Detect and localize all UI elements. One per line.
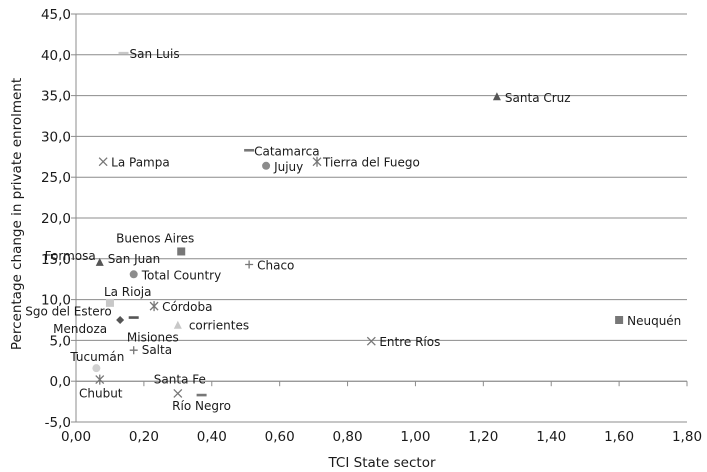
data-point-buenos-aires [177, 247, 186, 256]
x-tick-label: 0,60 [265, 429, 295, 445]
data-point-córdoba [149, 301, 159, 312]
data-point-chaco [245, 260, 254, 269]
point-label: Chaco [257, 259, 294, 273]
point-label: La Rioja [104, 285, 152, 299]
x-axis-title: TCI State sector [327, 455, 435, 471]
y-tick-label: 5,0 [50, 333, 71, 349]
point-label: Catamarca [254, 144, 319, 158]
point-label: Tierra del Fuego [322, 156, 420, 170]
y-tick-label: 40,0 [41, 48, 71, 64]
data-point-la-pampa [98, 157, 108, 167]
y-tick-label: 45,0 [41, 7, 71, 23]
y-tick-label: -5,0 [45, 415, 71, 431]
data-point-total-country [129, 270, 138, 279]
point-label: Entre Ríos [379, 335, 440, 349]
x-tick-label: 1,80 [672, 429, 702, 445]
point-label: Formosa [45, 249, 96, 263]
point-label: Neuquén [627, 314, 681, 328]
point-label: San Juan [108, 252, 161, 266]
y-tick-label: 25,0 [41, 170, 71, 186]
x-tick-label: 0,00 [61, 429, 91, 445]
y-axis-title: Percentage change in private enrolment [9, 78, 25, 350]
point-label: Misiones [127, 331, 179, 345]
point-label: Santa Fe [154, 372, 206, 386]
point-label: San Luis [130, 47, 180, 61]
point-label: Jujuy [273, 160, 303, 174]
x-tick-label: 1,60 [604, 429, 634, 445]
point-label: Sgo del Estero [25, 305, 111, 319]
point-label: Mendoza [53, 322, 107, 336]
y-tick-label: 30,0 [41, 129, 71, 145]
point-labels: San Luis Santa Cruz Catamarca La Pampa Tierr… [25, 47, 681, 413]
point-label: Salta [142, 343, 172, 357]
point-label: Total Country [141, 268, 222, 282]
point-label: Santa Cruz [505, 91, 571, 105]
x-tick-label: 0,40 [197, 429, 227, 445]
point-label: Río Negro [172, 399, 231, 413]
data-point-jujuy [262, 161, 271, 170]
data-point-tierra-del-fuego [312, 156, 322, 167]
data-points [92, 51, 624, 398]
x-tick-label: 0,20 [129, 429, 159, 445]
x-tick-label: 1,40 [536, 429, 566, 445]
data-point-corrientes [173, 320, 182, 329]
y-tick-label: 35,0 [41, 89, 71, 105]
y-tick-label: 15,0 [41, 252, 71, 268]
point-label: corrientes [189, 319, 249, 333]
y-tick-label: 20,0 [41, 211, 71, 227]
point-label: Chubut [79, 387, 123, 401]
y-tick-label: 10,0 [41, 293, 71, 309]
x-tick-label: 1,20 [468, 429, 498, 445]
tick-labels: -5,0 0,0 5,0 10,0 15,0 20,0 25,0 30,0 35,0 40,0 45… [41, 7, 702, 445]
y-tick-label: 0,0 [50, 374, 71, 390]
data-point-tucumán [92, 364, 101, 373]
data-point-formosa [95, 257, 104, 266]
x-tick-label: 0,80 [333, 429, 363, 445]
point-label: La Pampa [111, 156, 170, 170]
point-label: Córdoba [162, 300, 212, 314]
data-point-santa-fe [173, 388, 183, 398]
data-point-neuquén [615, 316, 624, 324]
x-tick-label: 1,00 [400, 429, 430, 445]
data-point-entre-ríos [366, 336, 376, 346]
data-point-chubut [95, 374, 105, 385]
grid-lines [76, 13, 687, 423]
axes [71, 13, 688, 423]
data-point-santa-cruz [492, 92, 501, 101]
point-label: Buenos Aires [116, 231, 194, 245]
point-label: Tucumán [69, 350, 124, 364]
data-point-la-rioja [105, 298, 114, 307]
data-point-salta [129, 346, 138, 355]
data-point-mendoza [116, 316, 125, 324]
